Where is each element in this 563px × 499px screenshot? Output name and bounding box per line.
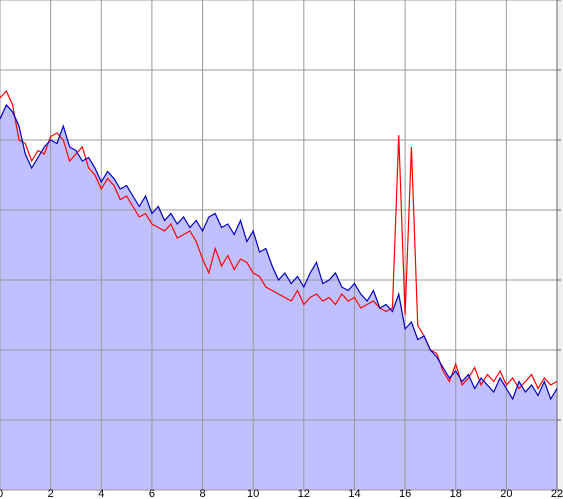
x-tick-label: 4	[98, 488, 104, 499]
x-tick-label: 20	[500, 488, 512, 499]
x-tick-label: 18	[450, 488, 462, 499]
line	[0, 103, 558, 401]
area	[0, 105, 557, 490]
x-tick-label: 16	[399, 488, 411, 499]
x-tick-label: 2	[48, 488, 54, 499]
x-tick-label: 14	[348, 488, 360, 499]
x-tick-label: 12	[298, 488, 310, 499]
x-tick-label: 10	[247, 488, 259, 499]
line	[0, 89, 558, 390]
right-margin	[557, 0, 563, 499]
x-tick-label: 0	[0, 488, 3, 499]
x-tick-label: 6	[149, 488, 155, 499]
x-tick-label: 22	[551, 488, 563, 499]
x-tick-label: 8	[199, 488, 205, 499]
